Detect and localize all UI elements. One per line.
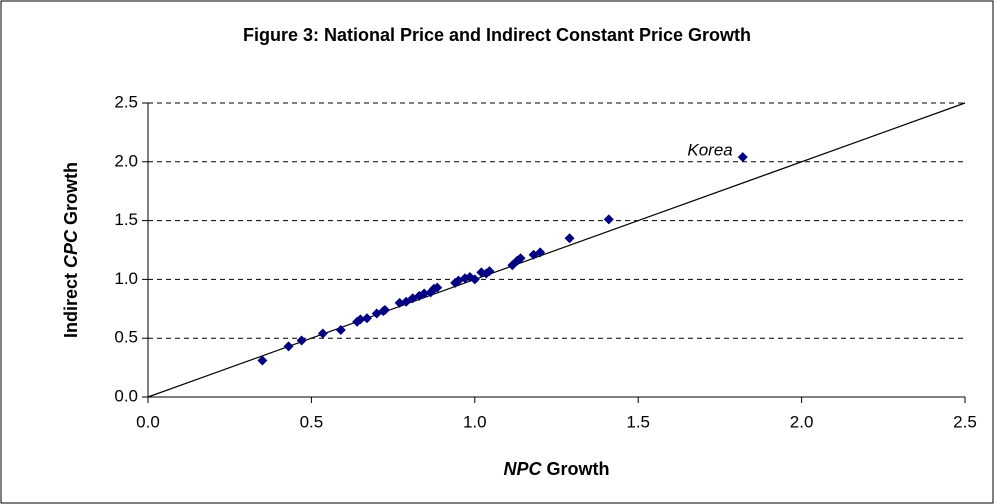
y-axis-label: Indirect CPC Growth	[61, 162, 81, 338]
point	[535, 247, 546, 258]
point	[317, 328, 328, 339]
point	[419, 288, 430, 299]
point	[296, 335, 307, 346]
point	[564, 233, 575, 244]
y-tick-label: 2.0	[114, 151, 138, 170]
y-tick-label: 0.5	[114, 328, 138, 347]
point	[335, 324, 346, 335]
point	[257, 355, 268, 366]
point	[603, 214, 614, 225]
y-tick-label: 2.5	[114, 92, 138, 111]
x-tick-label: 0.5	[300, 412, 324, 431]
point	[484, 266, 495, 277]
x-axis-label-part: NPC	[503, 459, 542, 479]
x-tick-label: 1.5	[626, 412, 650, 431]
y-axis-label-part: CPC	[61, 229, 81, 268]
x-tick-label: 2.0	[790, 412, 814, 431]
point	[283, 341, 294, 352]
point	[379, 304, 390, 315]
y-axis-label-part: Indirect	[61, 268, 81, 338]
x-tick-label: 1.0	[463, 412, 487, 431]
point	[361, 313, 372, 324]
point	[737, 152, 748, 163]
y-axis-label-part: Growth	[61, 162, 81, 230]
x-tick-label: 0.0	[136, 412, 160, 431]
point	[432, 282, 443, 293]
point	[394, 297, 405, 308]
x-axis-label: NPC Growth	[503, 459, 609, 479]
y-tick-label: 1.0	[114, 269, 138, 288]
point	[401, 296, 412, 307]
x-tick-label: 2.5	[953, 412, 977, 431]
point	[515, 253, 526, 264]
point	[355, 314, 366, 325]
annotation: Korea	[687, 141, 732, 160]
point	[469, 274, 480, 285]
y-tick-label: 0.0	[114, 386, 138, 405]
reference-line	[147, 102, 966, 398]
x-axis-label-part: Growth	[542, 459, 610, 479]
y-tick-label: 1.5	[114, 210, 138, 229]
chart-title: Figure 3: National Price and Indirect Co…	[243, 25, 751, 45]
